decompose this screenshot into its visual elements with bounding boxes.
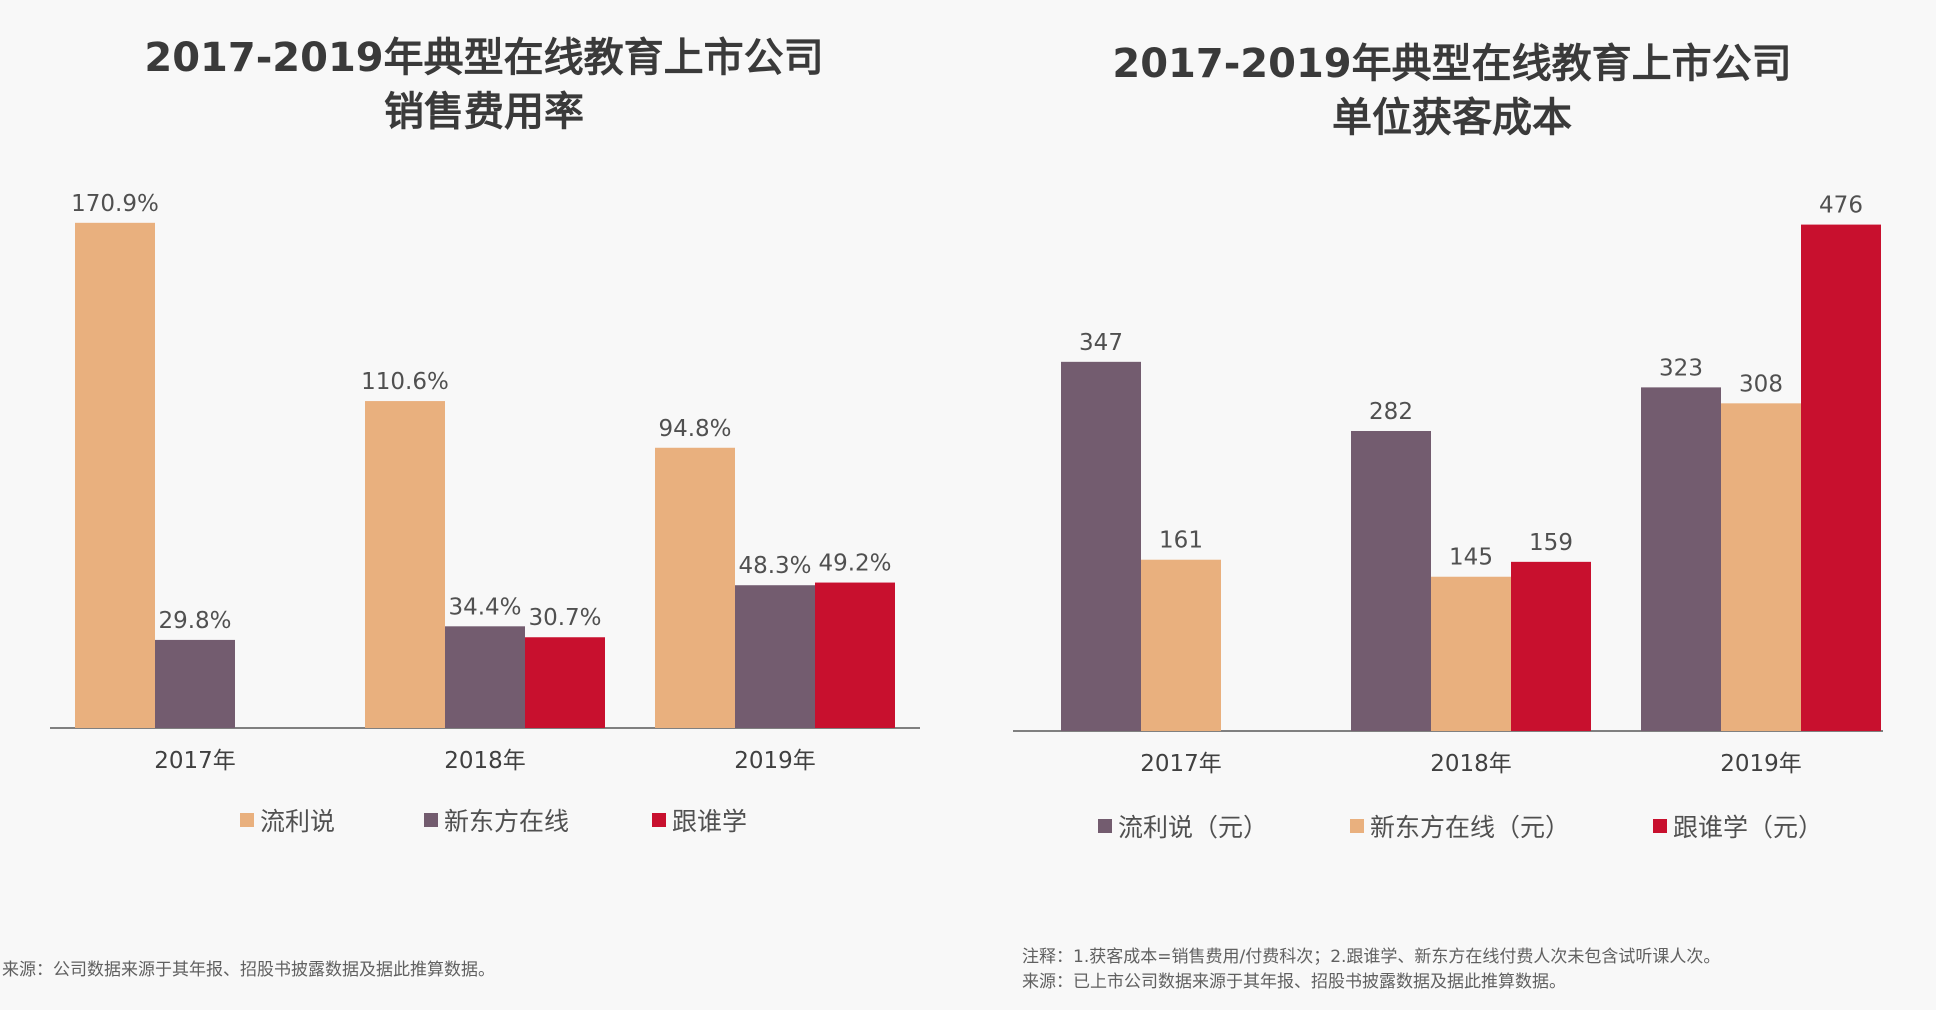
bar (1641, 387, 1721, 731)
bar (1721, 403, 1801, 731)
legend-item-genshuixue: 跟谁学 (652, 802, 747, 838)
bar (1511, 561, 1591, 731)
bar (1431, 576, 1511, 731)
bar (1061, 361, 1141, 731)
legend-item-xdf: 新东方在线（元） (1350, 808, 1570, 844)
chart-title-line1: 2017-2019年典型在线教育上市公司 (1112, 41, 1792, 87)
legend-swatch (424, 813, 438, 827)
data-label: 29.8% (158, 608, 231, 634)
x-tick-label: 2018年 (444, 748, 526, 774)
x-tick-label: 2017年 (1140, 751, 1222, 777)
chart-panel-customer-acquisition-cost: 2017-2019年典型在线教育上市公司 单位获客成本 347 161 2017年 2… (968, 0, 1936, 1010)
data-label: 110.6% (361, 369, 449, 395)
chart-title-line2: 单位获客成本 (1332, 95, 1572, 141)
data-label: 323 (1659, 355, 1703, 381)
data-label: 476 (1819, 193, 1863, 219)
data-label: 48.3% (738, 553, 811, 579)
legend-swatch (1350, 819, 1364, 833)
chart-title-line2: 销售费用率 (384, 89, 584, 135)
legend-swatch (652, 813, 666, 827)
legend-item-genshuixue: 跟谁学（元） (1653, 808, 1823, 844)
data-label: 49.2% (818, 551, 891, 577)
legend-label: 跟谁学（元） (1673, 813, 1824, 842)
bar (815, 582, 895, 728)
legend-label: 跟谁学 (672, 807, 748, 836)
bar (155, 639, 235, 728)
legend-swatch (1653, 819, 1667, 833)
legend-label: 新东方在线 (444, 807, 570, 836)
legend-item-xdf: 新东方在线 (424, 802, 569, 838)
x-tick-label: 2019年 (734, 748, 816, 774)
data-label: 34.4% (448, 594, 521, 620)
bar (1801, 224, 1881, 731)
data-label: 161 (1159, 528, 1203, 554)
bar-chart-sales-expense-ratio: 170.9% 29.8% 2017年 110.6% 34.4% 30.7% 2018年 94.… (50, 191, 920, 774)
source-note: 来源：已上市公司数据来源于其年报、招股书披露数据及据此推算数据。 (1022, 972, 1566, 992)
legend-item-liulishuo: 流利说（元） (1098, 808, 1268, 844)
data-label: 308 (1739, 371, 1783, 397)
bar (735, 585, 815, 728)
data-label: 282 (1369, 399, 1413, 425)
bar (1351, 430, 1431, 731)
data-label: 347 (1079, 330, 1123, 356)
bar (655, 447, 735, 728)
source-note: 来源：公司数据来源于其年报、招股书披露数据及据此推算数据。 (2, 960, 495, 980)
legend-label: 流利说 (260, 807, 336, 836)
chart-note: 注释：1.获客成本=销售费用/付费科次；2.跟谁学、新东方在线付费人次未包含试听… (1022, 947, 1721, 967)
data-label: 159 (1529, 530, 1573, 556)
x-tick-label: 2018年 (1430, 751, 1512, 777)
legend-swatch (240, 813, 254, 827)
legend-label: 流利说（元） (1118, 813, 1269, 842)
legend-item-liulishuo: 流利说 (240, 802, 335, 838)
chart-title-line1: 2017-2019年典型在线教育上市公司 (144, 35, 824, 81)
legend-label: 新东方在线（元） (1370, 813, 1571, 842)
bar (525, 637, 605, 728)
bar (445, 626, 525, 728)
data-label: 94.8% (658, 416, 731, 442)
bar (75, 222, 155, 729)
x-tick-label: 2017年 (154, 748, 236, 774)
x-tick-label: 2019年 (1720, 751, 1802, 777)
bar (1141, 559, 1221, 731)
data-label: 170.9% (71, 191, 159, 217)
data-label: 145 (1449, 545, 1493, 571)
bar (365, 401, 445, 728)
chart-panel-sales-expense-ratio: 2017-2019年典型在线教育上市公司 销售费用率 170.9% 29.8% 20… (2, 35, 920, 980)
data-label: 30.7% (528, 605, 601, 631)
bar-chart-customer-acquisition-cost: 347 161 2017年 282 145 159 2018年 323 308 476 2019年 (1013, 193, 1883, 777)
legend-swatch (1098, 819, 1112, 833)
